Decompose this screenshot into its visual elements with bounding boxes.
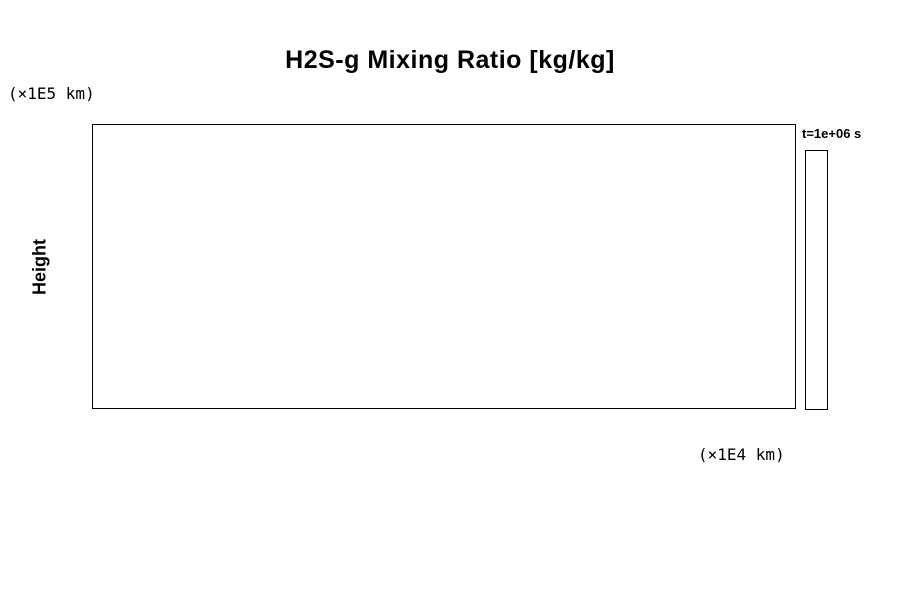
y-axis-label: Height (29, 239, 50, 295)
y-axis-units-label: (×1E5 km) (8, 84, 95, 103)
colorbar-title: t=1e+06 s (802, 126, 862, 141)
heatmap-canvas (93, 125, 795, 408)
plot-area (92, 124, 796, 409)
colorbar (805, 150, 828, 410)
x-axis-units-label: (×1E4 km) (698, 445, 785, 464)
chart-title: H2S-g Mixing Ratio [kg/kg] (285, 46, 615, 74)
colorbar-gradient (806, 151, 827, 409)
